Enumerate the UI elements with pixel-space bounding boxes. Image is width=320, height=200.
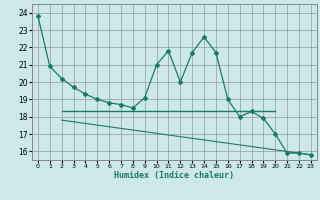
X-axis label: Humidex (Indice chaleur): Humidex (Indice chaleur)	[115, 171, 234, 180]
